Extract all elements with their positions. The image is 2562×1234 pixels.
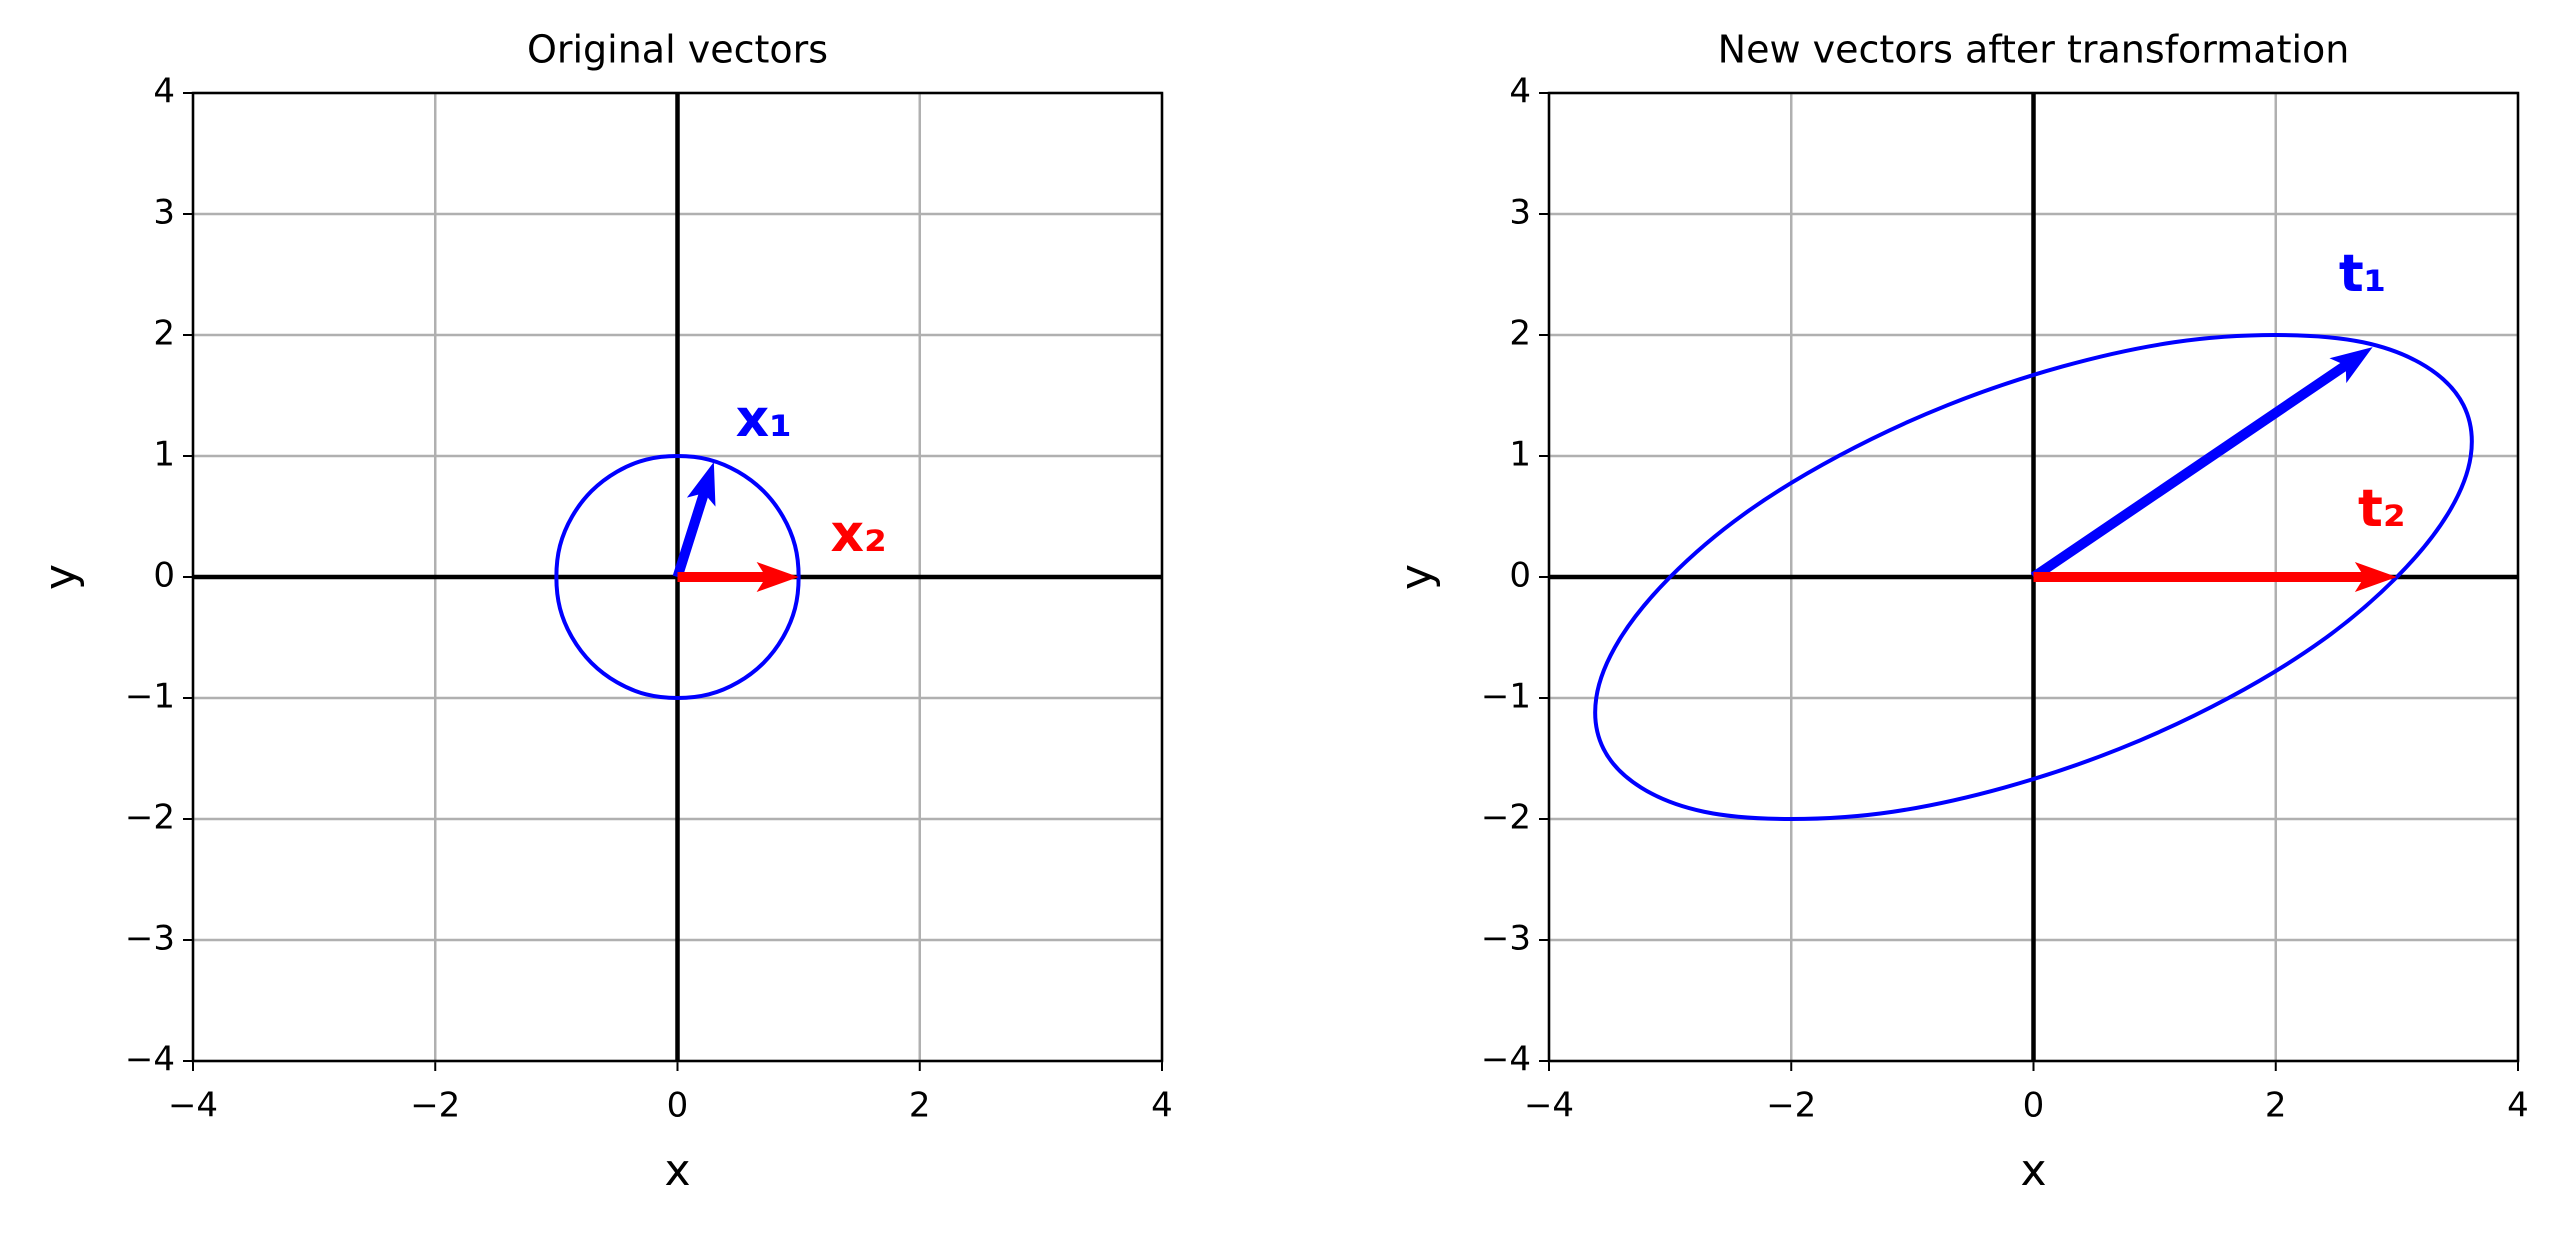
y-tick-label: −2 bbox=[125, 798, 175, 838]
x-tick-label: −2 bbox=[1766, 1086, 1816, 1126]
y-tick-label: −2 bbox=[1481, 798, 1531, 838]
chart-title: New vectors after transformation bbox=[1718, 28, 2350, 72]
y-axis-label: y bbox=[1391, 564, 1442, 590]
vector-label: t₂ bbox=[2358, 479, 2406, 539]
vector-label: x₂ bbox=[830, 504, 886, 564]
y-tick-label: 3 bbox=[153, 193, 175, 233]
y-tick-label: 4 bbox=[1509, 72, 1531, 112]
y-tick-label: 1 bbox=[1509, 435, 1531, 475]
vector-arrow bbox=[672, 462, 716, 579]
x-axis-label: x bbox=[2020, 1145, 2046, 1196]
vector-label: x₁ bbox=[736, 389, 792, 449]
y-tick-label: −1 bbox=[1481, 677, 1531, 717]
x-tick-label: 2 bbox=[909, 1086, 931, 1126]
y-tick-label: −3 bbox=[1481, 919, 1531, 959]
x-tick-label: 2 bbox=[2265, 1086, 2287, 1126]
y-tick-label: 3 bbox=[1509, 193, 1531, 233]
plot-frame bbox=[1547, 91, 2520, 1063]
curve bbox=[1593, 332, 2474, 822]
x-tick-label: −4 bbox=[1524, 1086, 1574, 1126]
x-tick-label: −2 bbox=[410, 1086, 460, 1126]
y-tick-label: 4 bbox=[153, 72, 175, 112]
vector-arrow bbox=[2033, 562, 2397, 592]
x-tick-label: 4 bbox=[1151, 1086, 1173, 1126]
y-tick-label: −4 bbox=[1481, 1040, 1531, 1080]
vector-label: t₁ bbox=[2339, 244, 2387, 304]
y-axis-label: y bbox=[35, 564, 86, 590]
chart-title: Original vectors bbox=[527, 28, 828, 72]
plot-frame bbox=[191, 91, 1164, 1063]
y-tick-label: 2 bbox=[1509, 314, 1531, 354]
y-tick-label: −3 bbox=[125, 919, 175, 959]
x-tick-label: −4 bbox=[168, 1086, 218, 1126]
vector-arrow bbox=[677, 562, 799, 592]
y-tick-label: 0 bbox=[153, 556, 175, 596]
x-tick-label: 0 bbox=[2023, 1086, 2045, 1126]
x-axis-label: x bbox=[664, 1145, 690, 1196]
y-tick-label: −1 bbox=[125, 677, 175, 717]
y-tick-label: 0 bbox=[1509, 556, 1531, 596]
curve bbox=[554, 453, 801, 701]
y-tick-label: 1 bbox=[153, 435, 175, 475]
y-tick-label: 2 bbox=[153, 314, 175, 354]
y-tick-label: −4 bbox=[125, 1040, 175, 1080]
x-tick-label: 4 bbox=[2507, 1086, 2529, 1126]
vector-arrow bbox=[2030, 347, 2373, 582]
x-tick-label: 0 bbox=[667, 1086, 689, 1126]
